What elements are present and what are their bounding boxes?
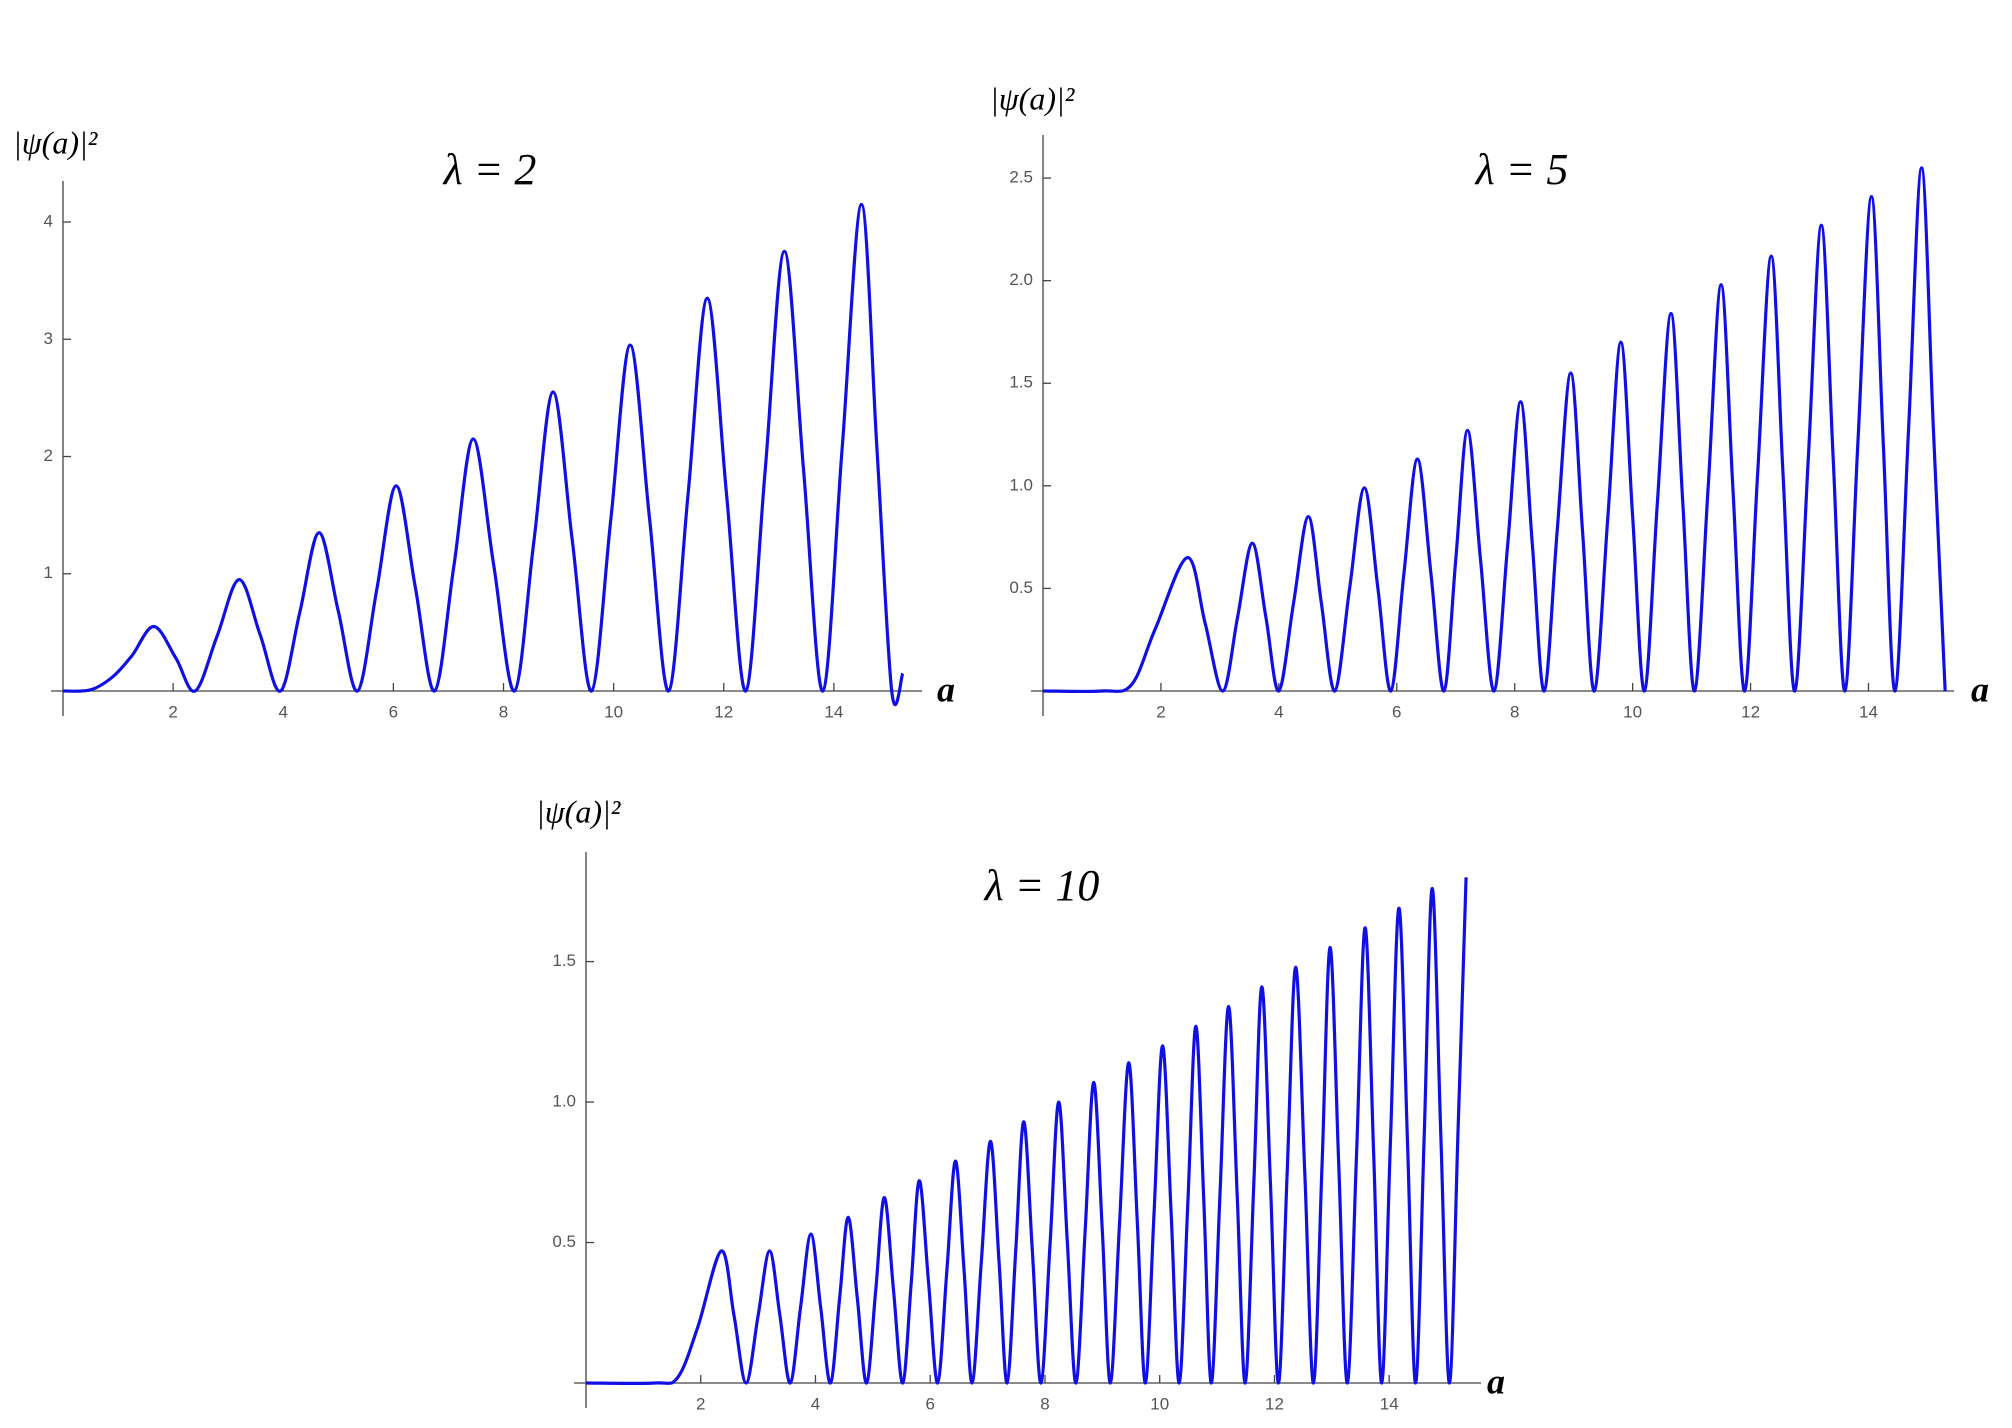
chart-title: λ = 2 bbox=[442, 145, 537, 194]
x-tick-label: 6 bbox=[1392, 702, 1401, 721]
y-tick-label: 1.5 bbox=[552, 951, 576, 970]
chart-title: λ = 10 bbox=[983, 861, 1100, 910]
x-tick-label: 2 bbox=[168, 702, 177, 721]
chart-title: λ = 5 bbox=[1474, 145, 1569, 194]
y-tick-label: 2 bbox=[44, 446, 53, 465]
x-tick-label: 4 bbox=[811, 1394, 820, 1413]
y-tick-label: 0.5 bbox=[552, 1232, 576, 1251]
x-tick-label: 14 bbox=[1380, 1394, 1399, 1413]
y-tick-label: 1 bbox=[44, 563, 53, 582]
x-tick-label: 10 bbox=[604, 702, 623, 721]
y-tick-label: 0.5 bbox=[1009, 578, 1033, 597]
x-tick-label: 4 bbox=[1274, 702, 1283, 721]
x-tick-label: 8 bbox=[499, 702, 508, 721]
y-tick-label: 1.5 bbox=[1009, 373, 1033, 392]
curve bbox=[1042, 166, 1947, 694]
y-axis-label: |ψ(a)|² bbox=[536, 793, 622, 829]
y-tick-label: 2.0 bbox=[1009, 270, 1033, 289]
y-axis-label: |ψ(a)|² bbox=[990, 80, 1076, 116]
x-axis-label: a bbox=[937, 669, 955, 709]
x-tick-label: 4 bbox=[279, 702, 288, 721]
x-axis-label: a bbox=[1971, 669, 1989, 709]
y-tick-label: 3 bbox=[44, 329, 53, 348]
y-tick-label: 1.0 bbox=[552, 1092, 576, 1111]
x-tick-label: 12 bbox=[714, 702, 733, 721]
x-tick-label: 14 bbox=[1859, 702, 1878, 721]
x-axis-label: a bbox=[1487, 1361, 1505, 1401]
curve bbox=[62, 202, 905, 706]
x-tick-label: 2 bbox=[696, 1394, 705, 1413]
x-tick-label: 10 bbox=[1623, 702, 1642, 721]
x-tick-label: 10 bbox=[1150, 1394, 1169, 1413]
x-tick-label: 14 bbox=[824, 702, 843, 721]
x-tick-label: 6 bbox=[925, 1394, 934, 1413]
y-axis-label: |ψ(a)|² bbox=[13, 124, 99, 160]
y-tick-label: 4 bbox=[44, 212, 53, 231]
x-tick-label: 6 bbox=[389, 702, 398, 721]
x-tick-label: 12 bbox=[1265, 1394, 1284, 1413]
x-tick-label: 2 bbox=[1156, 702, 1165, 721]
x-tick-label: 12 bbox=[1741, 702, 1760, 721]
y-tick-label: 1.0 bbox=[1009, 475, 1033, 494]
y-tick-label: 2.5 bbox=[1009, 168, 1033, 187]
curve bbox=[585, 877, 1468, 1386]
x-tick-label: 8 bbox=[1510, 702, 1519, 721]
x-tick-label: 8 bbox=[1040, 1394, 1049, 1413]
